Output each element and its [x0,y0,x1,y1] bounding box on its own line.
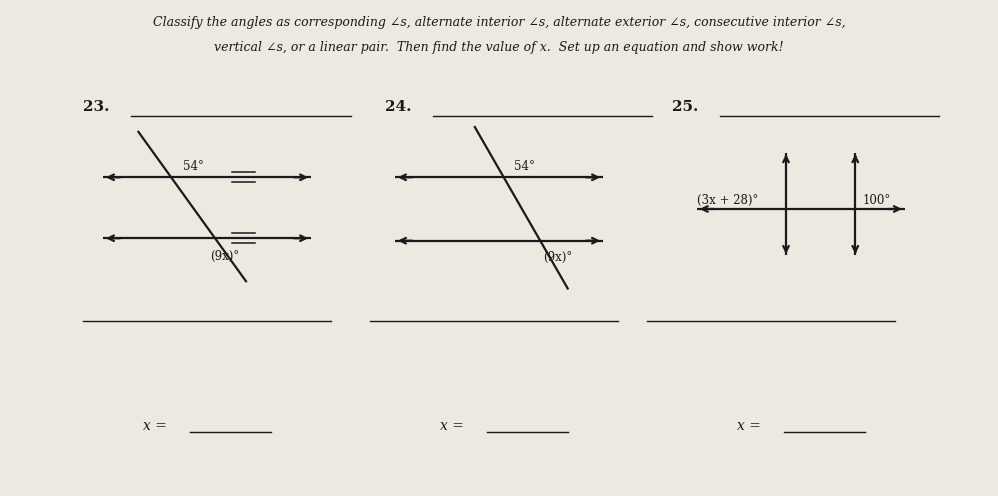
Text: (9x)°: (9x)° [211,250,240,263]
Text: 54°: 54° [514,160,535,174]
Text: x =: x = [440,419,468,434]
Text: (9x)°: (9x)° [543,251,573,264]
Text: 100°: 100° [862,193,890,206]
Text: 24.: 24. [385,100,412,114]
Text: vertical ∠s, or a linear pair.  Then find the value of x.  Set up an equation an: vertical ∠s, or a linear pair. Then find… [215,41,783,54]
Text: x =: x = [737,419,764,434]
Text: 54°: 54° [183,160,204,174]
Text: 23.: 23. [84,100,110,114]
Text: x =: x = [143,419,171,434]
Text: 25.: 25. [673,100,699,114]
Text: Classify the angles as corresponding ∠s, alternate interior ∠s, alternate exteri: Classify the angles as corresponding ∠s,… [153,16,845,29]
Text: (3x + 28)°: (3x + 28)° [697,193,758,206]
